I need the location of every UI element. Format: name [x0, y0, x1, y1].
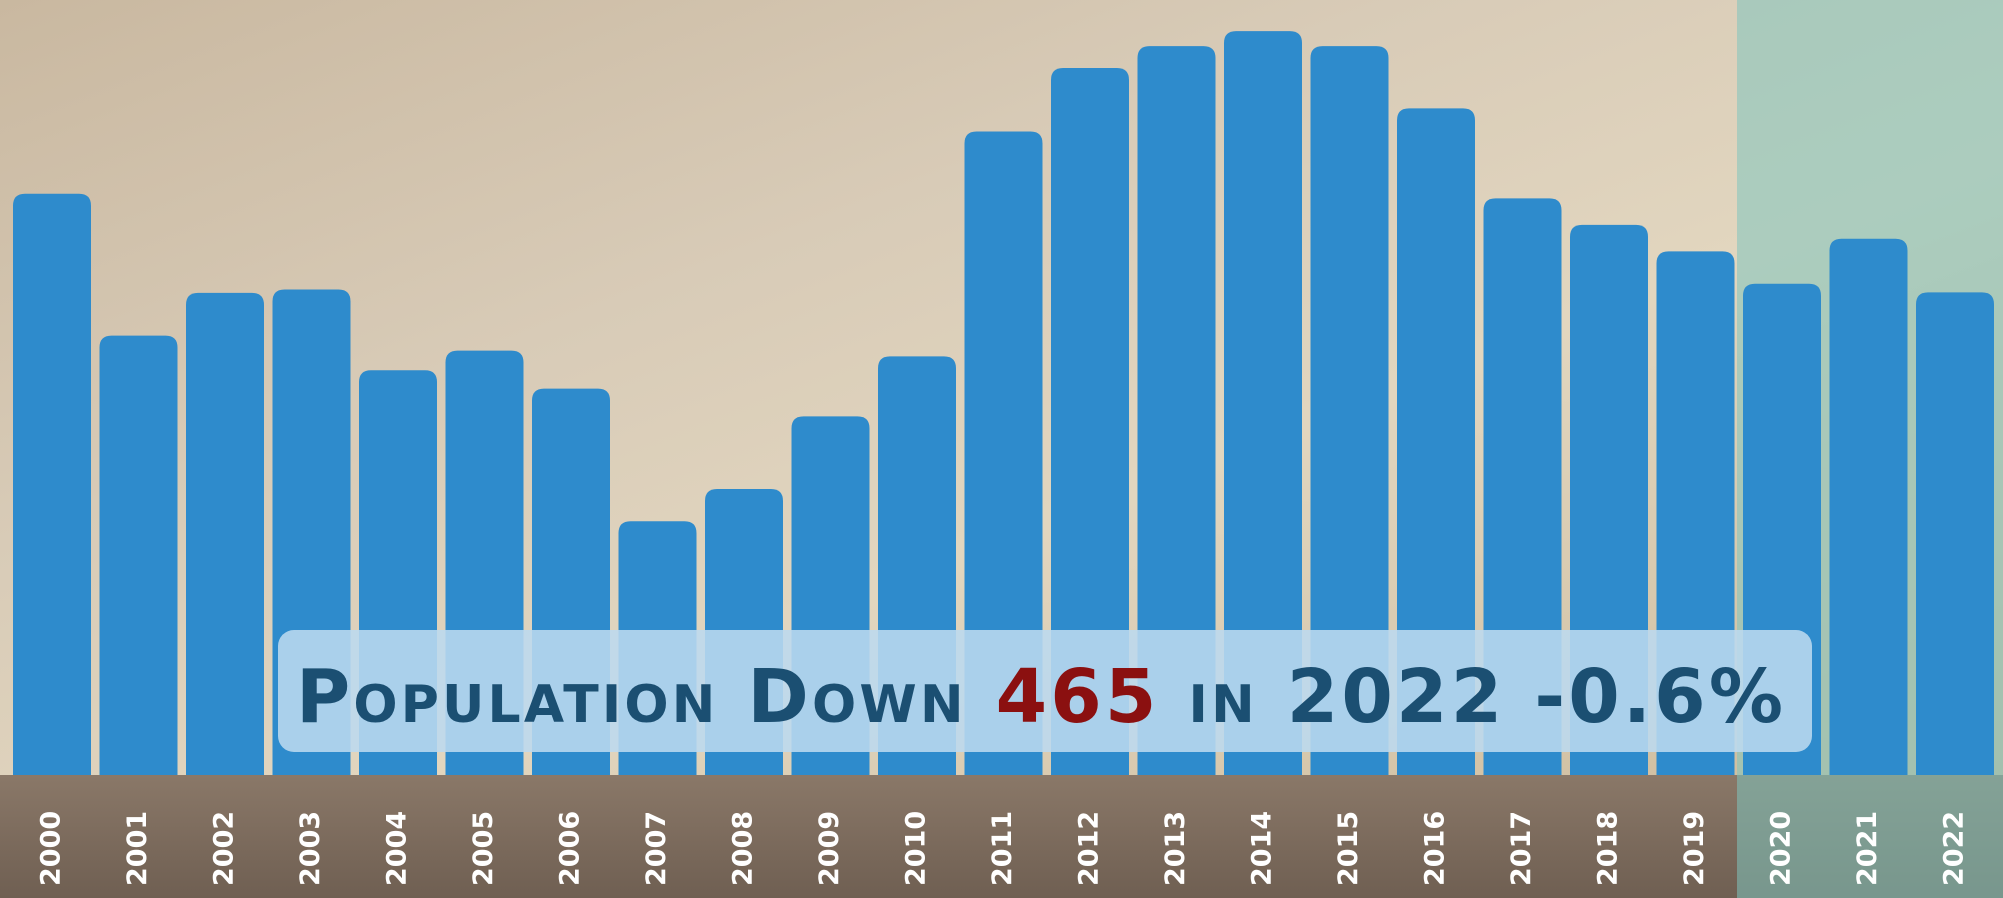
bar: [1397, 108, 1475, 776]
x-tick-label: 2009: [814, 811, 845, 886]
x-tick-label: 2017: [1506, 811, 1537, 886]
x-tick-label: 2019: [1679, 811, 1710, 886]
x-tick-label: 2005: [468, 811, 499, 886]
x-tick-label: 2006: [555, 811, 586, 886]
bar: [1916, 292, 1994, 775]
bar: [1137, 46, 1216, 775]
bar: [99, 335, 178, 775]
banner-suffix: in 2022: [1189, 654, 1503, 740]
x-tick-label: 2003: [295, 811, 326, 886]
bar: [1310, 46, 1389, 775]
banner: [278, 630, 1812, 752]
x-tick-label: 2021: [1852, 811, 1883, 886]
banner-number: 465: [996, 654, 1157, 740]
bar: [13, 193, 91, 775]
x-tick-label: 2008: [728, 811, 759, 886]
x-tick-label: 2002: [209, 811, 240, 886]
bar: [1829, 238, 1908, 776]
x-tick-label: 2018: [1593, 811, 1624, 886]
x-tick-label: 2011: [987, 811, 1018, 886]
banner-prefix: Population Down: [296, 654, 963, 740]
banner-text: Population Down 465 in 2022 -0.6%: [296, 654, 1783, 740]
x-tick-label: 2014: [1247, 811, 1278, 886]
bar: [964, 131, 1043, 776]
x-axis-labels: 2000 2001 2002 2003 2004 2005 2006 2007 2008 2009…: [36, 811, 1970, 886]
x-tick-label: 2016: [1420, 811, 1451, 886]
x-tick-label: 2007: [641, 811, 672, 886]
bar: [1051, 68, 1129, 775]
x-tick-label: 2001: [122, 811, 153, 886]
x-tick-label: 2010: [901, 811, 932, 886]
banner-change: -0.6%: [1534, 654, 1783, 740]
x-tick-label: 2004: [382, 811, 413, 886]
bar: [1224, 31, 1302, 776]
x-tick-label: 2020: [1766, 811, 1797, 886]
x-tick-label: 2013: [1160, 811, 1191, 886]
x-tick-label: 2012: [1074, 811, 1105, 886]
x-tick-label: 2022: [1939, 811, 1970, 886]
bar: [186, 292, 264, 775]
x-tick-label: 2015: [1333, 811, 1364, 886]
label-band: [0, 775, 2003, 898]
x-tick-label: 2000: [36, 811, 67, 886]
